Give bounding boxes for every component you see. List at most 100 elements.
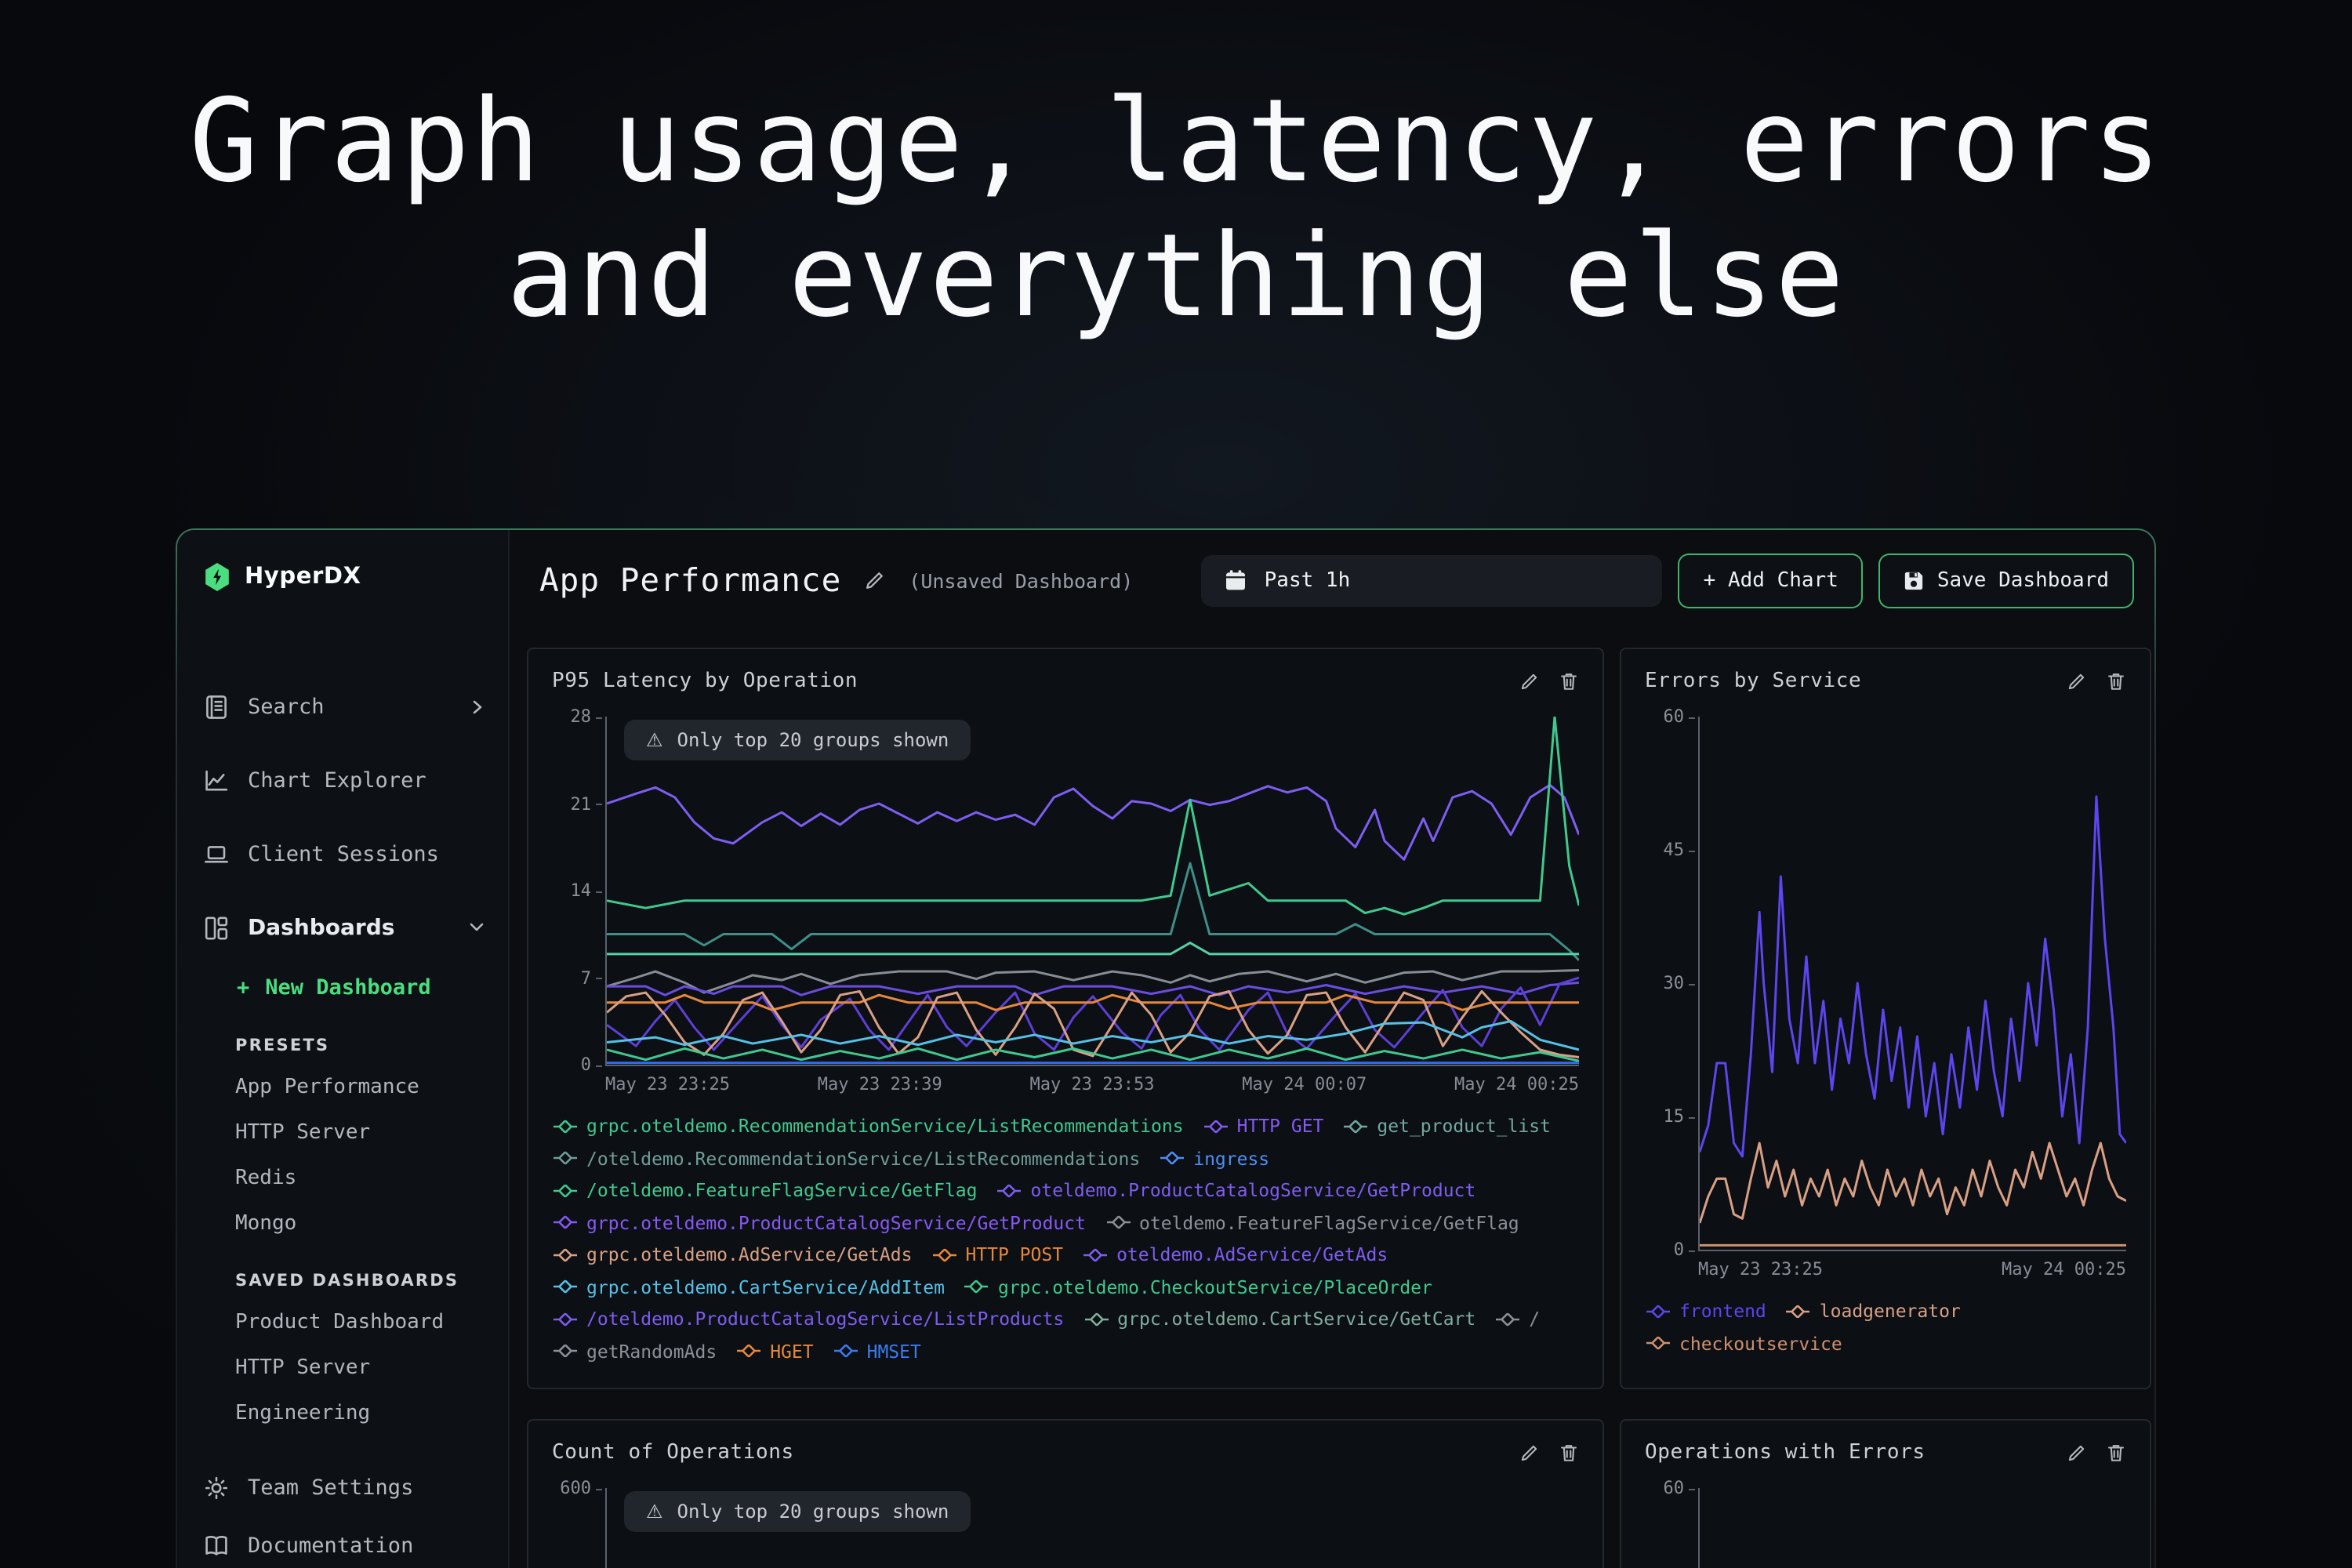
plot-area <box>1698 717 2126 1251</box>
x-axis: May 23 23:25 May 24 00:25 <box>1698 1259 2126 1279</box>
legend-label: HGET <box>770 1340 814 1363</box>
legend-item[interactable]: HTTP GET <box>1203 1116 1323 1138</box>
sidebar-item-client-sessions[interactable]: Client Sessions <box>177 817 508 891</box>
y-tick-label: 21 <box>570 793 603 814</box>
legend-item[interactable]: getRandomAds <box>554 1341 717 1363</box>
delete-chart-trash-icon[interactable] <box>1559 1443 1579 1463</box>
sidebar-item-team-settings[interactable]: Team Settings <box>177 1458 508 1516</box>
time-range-value: Past 1h <box>1264 568 1351 592</box>
legend-item[interactable]: /oteldemo.ProductCatalogService/ListProd… <box>554 1308 1064 1330</box>
save-dashboard-button[interactable]: Save Dashboard <box>1878 553 2134 608</box>
legend-row: checkoutservice <box>1646 1327 2126 1359</box>
plot-area: ⚠ Only top 20 groups shown <box>605 717 1579 1066</box>
y-tick-label: 30 <box>1663 973 1696 993</box>
delete-chart-trash-icon[interactable] <box>2106 671 2126 691</box>
edit-chart-pencil-icon[interactable] <box>1519 1443 1540 1463</box>
legend-row: /oteldemo.ProductCatalogService/ListProd… <box>554 1303 1579 1335</box>
y-tick-label: 0 <box>580 1054 601 1075</box>
sidebar-preset-app-performance[interactable]: App Performance <box>235 1076 419 1099</box>
legend-item[interactable]: oteldemo.AdService/GetAds <box>1083 1244 1388 1266</box>
legend-item[interactable]: /oteldemo.RecommendationService/ListReco… <box>554 1148 1140 1170</box>
legend-item[interactable]: grpc.oteldemo.AdService/GetAds <box>554 1244 912 1266</box>
legend-item[interactable]: oteldemo.ProductCatalogService/GetProduc… <box>997 1180 1475 1202</box>
sidebar-item-documentation[interactable]: Documentation <box>177 1516 508 1568</box>
sidebar-item-search[interactable]: Search <box>177 670 508 743</box>
legend-label: /oteldemo.ProductCatalogService/ListProd… <box>586 1308 1065 1330</box>
plot-area <box>1698 1488 2126 1568</box>
y-tick-label: 14 <box>570 880 603 901</box>
plot-area: ⚠ Only top 20 groups shown <box>605 1488 1579 1568</box>
legend-label: grpc.oteldemo.ProductCatalogService/GetP… <box>586 1211 1086 1234</box>
y-axis: 600 <box>552 1479 605 1568</box>
legend-item[interactable]: grpc.oteldemo.CartService/GetCart <box>1084 1308 1475 1330</box>
chart-series-line-loadgenerator <box>1700 1143 2126 1223</box>
legend-item[interactable]: / <box>1496 1308 1540 1330</box>
chart-series-line <box>607 978 1579 1050</box>
legend-item[interactable]: HTTP POST <box>932 1244 1063 1266</box>
chart-legend: frontend loadgenerator checkoutservice <box>1646 1295 2126 1359</box>
legend-marker-icon <box>833 1345 858 1358</box>
sidebar-preset-redis[interactable]: Redis <box>235 1167 297 1190</box>
legend-item[interactable]: checkoutservice <box>1646 1333 1842 1355</box>
sidebar-preset-mongo[interactable]: Mongo <box>235 1212 297 1236</box>
y-tick-label: 7 <box>580 967 601 988</box>
legend-item[interactable]: /oteldemo.FeatureFlagService/GetFlag <box>554 1180 978 1202</box>
sidebar-item-dashboards[interactable]: Dashboards <box>177 891 508 964</box>
legend-marker-icon <box>1160 1152 1185 1165</box>
sidebar-saved-http-server[interactable]: HTTP Server <box>235 1356 371 1380</box>
legend-label: ingress <box>1193 1147 1270 1170</box>
edit-chart-pencil-icon[interactable] <box>2067 671 2087 691</box>
dashboard-header: App Performance (Unsaved Dashboard) Past… <box>527 552 2134 608</box>
warning-icon: ⚠ <box>646 1501 663 1523</box>
legend-item[interactable]: oteldemo.FeatureFlagService/GetFlag <box>1106 1212 1519 1234</box>
legend-item[interactable]: grpc.oteldemo.RecommendationService/List… <box>554 1116 1184 1138</box>
chart-series-line <box>607 982 1579 995</box>
legend-item[interactable]: get_product_list <box>1344 1116 1551 1138</box>
new-dashboard-button[interactable]: + New Dashboard <box>237 975 431 1000</box>
logo: HyperDX <box>177 530 508 591</box>
chart-series-line <box>607 995 1579 1010</box>
legend-row: grpc.oteldemo.AdService/GetAds HTTP POST o… <box>554 1239 1579 1271</box>
legend-item[interactable]: ingress <box>1160 1148 1269 1170</box>
edit-chart-pencil-icon[interactable] <box>1519 671 1540 691</box>
legend-label: grpc.oteldemo.AdService/GetAds <box>586 1243 913 1266</box>
chart-series-line <box>607 1048 1579 1061</box>
legend-row: /oteldemo.FeatureFlagService/GetFlag otel… <box>554 1174 1579 1207</box>
hero-line-2: and everything else <box>506 210 1846 343</box>
legend-item[interactable]: grpc.oteldemo.CheckoutService/PlaceOrder <box>964 1276 1432 1298</box>
sidebar-item-chart-explorer[interactable]: Chart Explorer <box>177 743 508 817</box>
edit-title-pencil-icon[interactable] <box>863 569 885 591</box>
legend-item[interactable]: frontend <box>1646 1301 1766 1323</box>
legend-label: /oteldemo.FeatureFlagService/GetFlag <box>586 1179 978 1202</box>
app-window: HyperDX Search <box>176 528 2156 1568</box>
legend-item[interactable]: loadgenerator <box>1786 1301 1961 1323</box>
chevron-down-icon <box>470 923 484 931</box>
delete-chart-trash-icon[interactable] <box>2106 1443 2126 1463</box>
chart-icon <box>205 769 228 790</box>
sidebar-item-label: Dashboards <box>248 915 395 940</box>
legend-item[interactable]: grpc.oteldemo.CartService/AddItem <box>554 1276 945 1298</box>
legend-row: getRandomAds HGET HMSET <box>554 1335 1579 1367</box>
edit-chart-pencil-icon[interactable] <box>2067 1443 2087 1463</box>
legend-marker-icon <box>1496 1312 1520 1326</box>
time-range-picker[interactable]: Past 1h <box>1201 554 1663 606</box>
legend-marker-icon <box>1083 1248 1108 1261</box>
legend-label: get_product_list <box>1377 1115 1551 1138</box>
legend-item[interactable]: grpc.oteldemo.ProductCatalogService/GetP… <box>554 1212 1086 1234</box>
legend-marker-icon <box>1203 1120 1228 1133</box>
y-tick-label: 28 <box>570 706 603 727</box>
sidebar-preset-http-server[interactable]: HTTP Server <box>235 1121 371 1145</box>
delete-chart-trash-icon[interactable] <box>1559 671 1579 691</box>
legend-item[interactable]: HMSET <box>833 1341 921 1363</box>
sidebar-saved-engineering[interactable]: Engineering <box>235 1402 371 1425</box>
x-axis: May 23 23:25 May 23 23:39 May 23 23:53 May … <box>605 1074 1579 1094</box>
x-tick-label: May 24 00:25 <box>2002 1259 2126 1279</box>
legend-label: /oteldemo.RecommendationService/ListReco… <box>586 1147 1141 1170</box>
add-chart-button[interactable]: + Add Chart <box>1678 553 1864 608</box>
legend-label: frontend <box>1679 1300 1766 1323</box>
legend-marker-icon <box>932 1248 956 1261</box>
legend-marker-icon <box>554 1345 577 1358</box>
legend-item[interactable]: HGET <box>737 1340 814 1363</box>
y-axis: 60 45 30 15 0 <box>1645 708 1698 1258</box>
sidebar-saved-product-dashboard[interactable]: Product Dashboard <box>235 1311 445 1334</box>
